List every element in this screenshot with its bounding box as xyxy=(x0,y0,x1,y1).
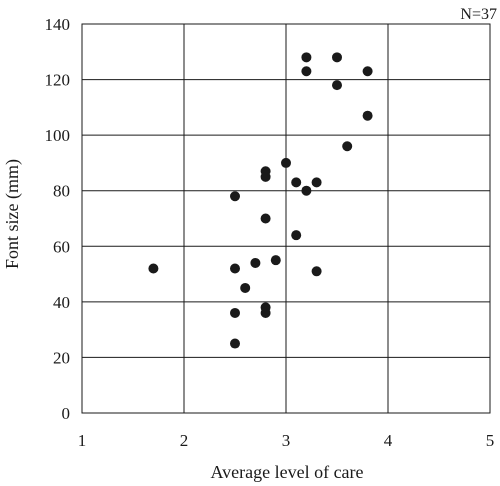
plot-area xyxy=(81,23,491,414)
y-axis-title: Font size (mm) xyxy=(2,159,23,269)
x-tick-label: 3 xyxy=(282,431,291,450)
data-point xyxy=(362,110,373,121)
data-point xyxy=(230,263,240,274)
x-axis-ticks: 1 2 3 4 5 xyxy=(78,431,495,450)
data-point xyxy=(260,166,271,177)
data-point xyxy=(311,177,322,188)
data-point xyxy=(291,177,302,188)
data-point xyxy=(332,52,342,63)
data-point xyxy=(260,302,271,313)
data-point xyxy=(332,80,342,91)
data-point xyxy=(301,185,312,196)
data-point xyxy=(301,52,312,63)
y-tick-label: 80 xyxy=(53,182,70,201)
data-point xyxy=(240,282,251,293)
data-point xyxy=(230,307,240,318)
data-point xyxy=(291,230,302,241)
grid-lines xyxy=(81,23,491,414)
y-axis-ticks: 0 20 40 60 80 100 120 140 xyxy=(45,15,71,423)
data-point xyxy=(250,257,261,268)
y-tick-label: 20 xyxy=(53,348,70,367)
data-point xyxy=(281,157,291,168)
data-point xyxy=(230,338,240,349)
data-point xyxy=(260,213,271,224)
data-point xyxy=(301,66,312,77)
data-point xyxy=(148,263,159,274)
x-tick-label: 2 xyxy=(180,431,189,450)
y-tick-label: 140 xyxy=(45,15,71,34)
y-tick-label: 60 xyxy=(53,237,70,256)
y-tick-label: 120 xyxy=(45,71,71,90)
data-point xyxy=(230,191,240,202)
y-tick-label: 100 xyxy=(45,126,71,145)
data-point xyxy=(342,141,353,152)
sample-size-note: N=37 xyxy=(460,6,497,23)
y-tick-label: 40 xyxy=(53,293,70,312)
x-tick-label: 1 xyxy=(78,431,87,450)
x-tick-label: 5 xyxy=(486,431,495,450)
data-point xyxy=(311,266,322,277)
y-tick-label: 0 xyxy=(62,404,71,423)
x-axis-title: Average level of care xyxy=(210,462,363,482)
data-point xyxy=(362,66,373,77)
data-point xyxy=(270,255,281,266)
x-tick-label: 4 xyxy=(384,431,393,450)
data-points xyxy=(148,52,373,349)
